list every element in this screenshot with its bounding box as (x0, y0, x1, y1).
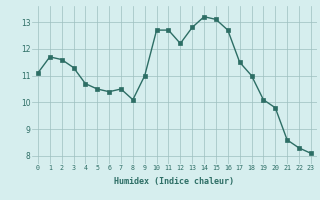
X-axis label: Humidex (Indice chaleur): Humidex (Indice chaleur) (115, 177, 234, 186)
